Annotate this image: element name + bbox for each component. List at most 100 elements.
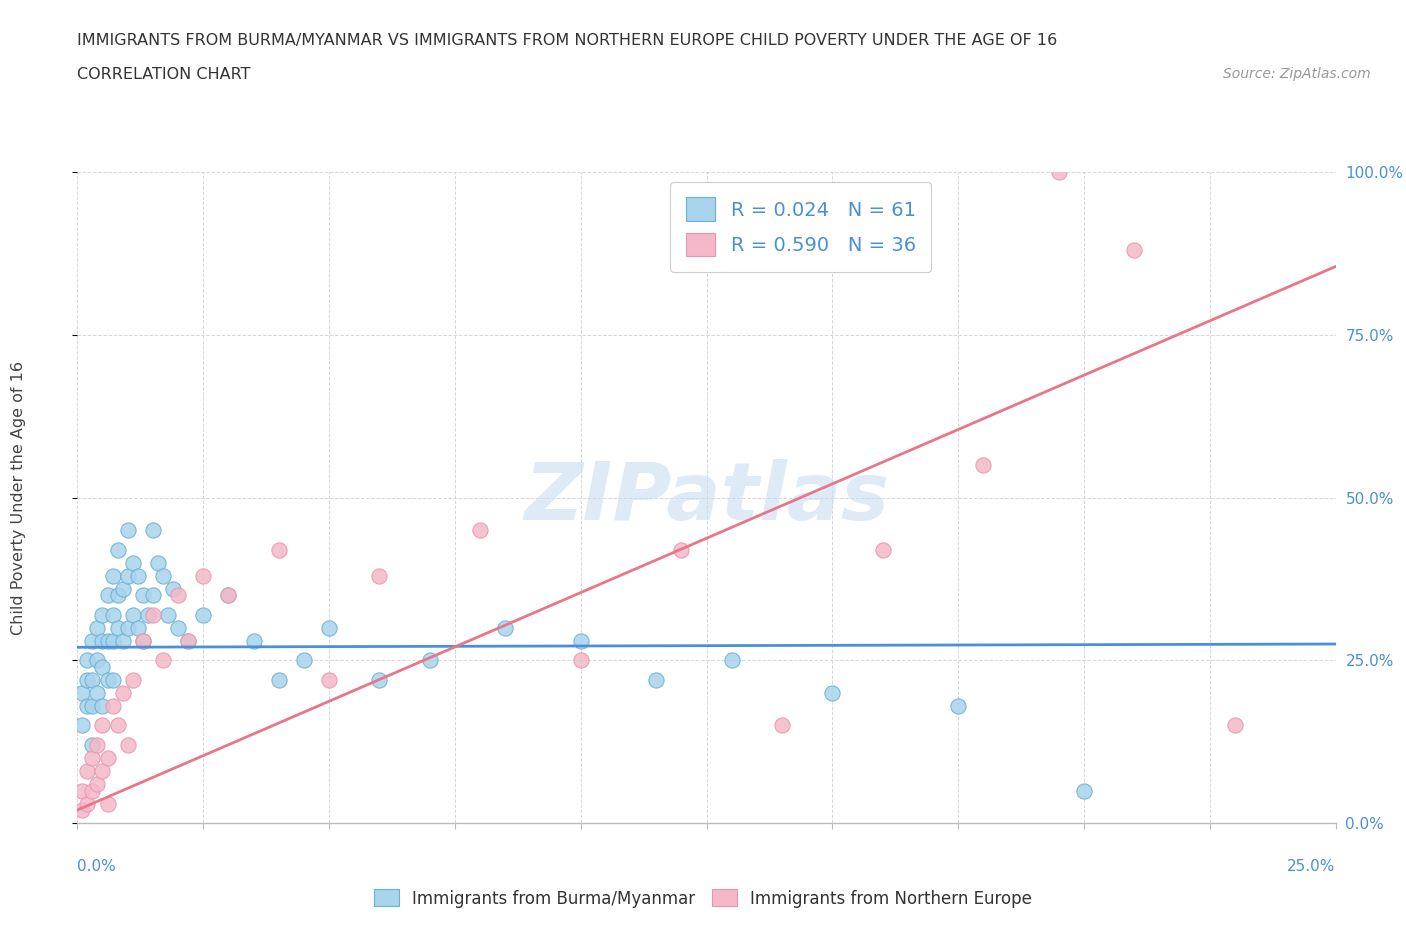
Point (82, 672, 104, 687)
Legend: R = 0.024   N = 61, R = 0.590   N = 36: R = 0.024 N = 61, R = 0.590 N = 36 (671, 181, 931, 272)
Point (91, 698, 114, 713)
Point (132, 633, 155, 648)
Point (91, 607, 114, 622)
Point (972, 458, 994, 472)
Text: CORRELATION CHART: CORRELATION CHART (77, 67, 250, 82)
Point (177, 633, 200, 648)
Point (468, 523, 491, 538)
Point (127, 620, 149, 635)
Point (720, 653, 742, 668)
Point (217, 588, 239, 603)
Point (82, 698, 104, 713)
Point (82, 633, 104, 648)
Point (821, 685, 844, 700)
Point (770, 718, 793, 733)
Text: IMMIGRANTS FROM BURMA/MYANMAR VS IMMIGRANTS FROM NORTHERN EUROPE CHILD POVERTY U: IMMIGRANTS FROM BURMA/MYANMAR VS IMMIGRA… (77, 33, 1057, 47)
Point (101, 672, 124, 687)
Point (671, 542, 693, 557)
Point (292, 653, 315, 668)
Point (156, 607, 179, 622)
Point (91, 659, 114, 674)
Point (132, 588, 155, 603)
Point (162, 581, 184, 596)
Point (569, 633, 592, 648)
Point (121, 555, 143, 570)
Point (107, 620, 129, 635)
Point (86, 653, 108, 668)
Point (101, 568, 124, 583)
Text: 25.0%: 25.0% (1288, 859, 1336, 874)
Point (76, 796, 98, 811)
Point (267, 542, 290, 557)
Point (72, 803, 94, 817)
Point (91, 633, 114, 648)
Point (107, 718, 129, 733)
Point (368, 672, 391, 687)
Point (76, 653, 98, 668)
Point (136, 607, 159, 622)
Point (101, 607, 124, 622)
Point (142, 523, 165, 538)
Text: Child Poverty Under the Age of 16: Child Poverty Under the Age of 16 (11, 361, 25, 634)
Point (132, 633, 155, 648)
Point (152, 568, 174, 583)
Point (494, 620, 516, 635)
Point (117, 568, 139, 583)
Point (1223, 718, 1246, 733)
Point (948, 698, 970, 713)
Point (177, 633, 200, 648)
Point (101, 698, 124, 713)
Point (167, 588, 190, 603)
Point (82, 783, 104, 798)
Point (107, 588, 129, 603)
Point (191, 607, 215, 622)
Point (419, 653, 441, 668)
Point (368, 568, 391, 583)
Point (242, 633, 264, 648)
Point (117, 523, 139, 538)
Legend: Immigrants from Burma/Myanmar, Immigrants from Northern Europe: Immigrants from Burma/Myanmar, Immigrant… (367, 883, 1039, 914)
Text: Source: ZipAtlas.com: Source: ZipAtlas.com (1223, 67, 1371, 81)
Point (117, 620, 139, 635)
Point (121, 672, 143, 687)
Point (152, 653, 174, 668)
Point (146, 555, 169, 570)
Point (142, 588, 165, 603)
Point (86, 777, 108, 791)
Point (72, 685, 94, 700)
Point (111, 581, 134, 596)
Point (645, 672, 668, 687)
Point (96, 672, 118, 687)
Point (76, 764, 98, 778)
Point (117, 737, 139, 752)
Point (86, 620, 108, 635)
Point (76, 672, 98, 687)
Point (1047, 165, 1070, 179)
Point (72, 718, 94, 733)
Point (111, 633, 134, 648)
Point (217, 588, 239, 603)
Point (267, 672, 290, 687)
Point (76, 698, 98, 713)
Point (82, 751, 104, 765)
Point (82, 737, 104, 752)
Point (127, 568, 149, 583)
Point (1073, 783, 1095, 798)
Point (91, 718, 114, 733)
Point (191, 568, 215, 583)
Point (96, 751, 118, 765)
Point (96, 633, 118, 648)
Point (72, 783, 94, 798)
Point (1123, 243, 1146, 258)
Point (107, 542, 129, 557)
Point (167, 620, 190, 635)
Point (86, 685, 108, 700)
Text: ZIPatlas: ZIPatlas (524, 458, 889, 537)
Point (96, 796, 118, 811)
Text: 0.0%: 0.0% (77, 859, 117, 874)
Point (86, 737, 108, 752)
Point (318, 672, 340, 687)
Point (111, 685, 134, 700)
Point (91, 764, 114, 778)
Point (318, 620, 340, 635)
